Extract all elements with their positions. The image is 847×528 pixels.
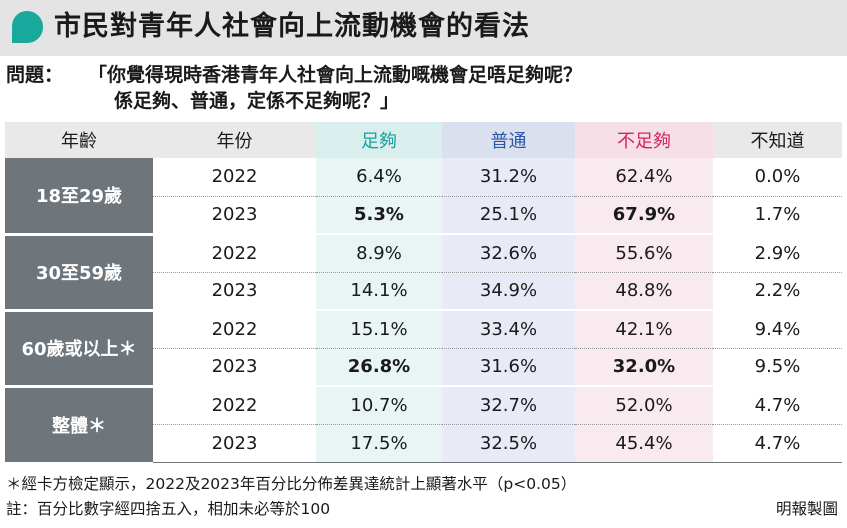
normal-cell: 25.1% — [442, 196, 575, 235]
title-bar: 市民對青年人社會向上流動機會的看法 — [0, 0, 847, 56]
dont-know-cell: 0.0% — [713, 158, 842, 197]
table-row: 2023 5.3% 25.1% 67.9% 1.7% — [5, 196, 842, 235]
not-enough-cell: 42.1% — [575, 310, 713, 349]
year-cell: 2022 — [153, 234, 316, 273]
age-group-cell: 整體＊ — [5, 386, 153, 462]
header-not-enough: 不足夠 — [575, 122, 713, 158]
page-title: 市民對青年人社會向上流動機會的看法 — [54, 11, 530, 42]
table-row: 60歲或以上＊ 2022 15.1% 33.4% 42.1% 9.4% — [5, 310, 842, 388]
survey-table: 年齡 年份 足夠 普通 不足夠 不知道 18至29歲 2022 6.4% 31.… — [5, 122, 842, 463]
dont-know-cell: 9.5% — [713, 348, 842, 387]
dont-know-cell: 4.7% — [713, 386, 842, 425]
normal-cell: 31.6% — [442, 348, 575, 387]
normal-cell: 32.5% — [442, 424, 575, 463]
header-normal: 普通 — [442, 122, 575, 158]
dont-know-cell: 1.7% — [713, 196, 842, 235]
normal-cell: 32.7% — [442, 386, 575, 425]
enough-cell-highlight: 5.3% — [316, 196, 442, 235]
table-row: 整體＊ 2022 10.7% 32.7% 52.0% 4.7% — [5, 386, 842, 462]
year-cell: 2023 — [153, 196, 316, 235]
normal-cell: 31.2% — [442, 158, 575, 197]
dont-know-cell: 2.2% — [713, 272, 842, 311]
not-enough-cell: 62.4% — [575, 158, 713, 197]
year-cell: 2023 — [153, 348, 316, 387]
question-text-2: 係足夠、普通，定係不足夠呢？」 — [114, 90, 400, 112]
enough-cell: 10.7% — [316, 386, 442, 425]
enough-cell: 17.5% — [316, 424, 442, 463]
table-row: 2023 14.1% 34.9% 48.8% 2.2% — [5, 272, 842, 311]
header-enough: 足夠 — [316, 122, 442, 158]
dont-know-cell: 2.9% — [713, 234, 842, 273]
not-enough-cell: 45.4% — [575, 424, 713, 463]
year-cell: 2022 — [153, 386, 316, 425]
enough-cell-highlight: 26.8% — [316, 348, 442, 387]
significance-note: ＊經卡方檢定顯示，2022及2023年百分比分佈差異達統計上顯著水平（p<0.0… — [6, 475, 577, 493]
table-row: 30至59歲 2022 8.9% 32.6% 55.6% 2.9% — [5, 234, 842, 312]
header-year: 年份 — [153, 122, 316, 158]
table-row: 2023 17.5% 32.5% 45.4% 4.7% — [5, 424, 842, 463]
rounding-note: 註：百分比數字經四捨五入，相加未必等於100 — [6, 500, 331, 518]
table-header-row: 年齡 年份 足夠 普通 不足夠 不知道 — [5, 122, 842, 158]
enough-cell: 15.1% — [316, 310, 442, 349]
year-cell: 2022 — [153, 158, 316, 197]
enough-cell: 8.9% — [316, 234, 442, 273]
question-line-1: 問題： 「你覺得現時香港青年人社會向上流動嘅機會足唔足夠呢？ — [6, 62, 582, 88]
survey-question: 問題： 「你覺得現時香港青年人社會向上流動嘅機會足唔足夠呢？ 係足夠、普通，定係不… — [6, 62, 582, 114]
table-row: 18至29歲 2022 6.4% 31.2% 62.4% 0.0% — [5, 158, 842, 236]
dont-know-cell: 4.7% — [713, 424, 842, 463]
question-label: 問題： — [6, 64, 64, 86]
speech-bubble-icon — [12, 11, 43, 43]
normal-cell: 34.9% — [442, 272, 575, 311]
not-enough-cell-highlight: 32.0% — [575, 348, 713, 387]
not-enough-cell: 52.0% — [575, 386, 713, 425]
source-credit: 明報製圖 — [775, 500, 838, 518]
enough-cell: 14.1% — [316, 272, 442, 311]
not-enough-cell: 55.6% — [575, 234, 713, 273]
normal-cell: 33.4% — [442, 310, 575, 349]
age-group-cell: 18至29歲 — [5, 158, 153, 236]
header-dont-know: 不知道 — [713, 122, 842, 158]
age-group-cell: 30至59歲 — [5, 234, 153, 312]
header-age: 年齡 — [5, 122, 153, 158]
enough-cell: 6.4% — [316, 158, 442, 197]
year-cell: 2023 — [153, 424, 316, 463]
footnotes: ＊經卡方檢定顯示，2022及2023年百分比分佈差異達統計上顯著水平（p<0.0… — [6, 472, 842, 522]
normal-cell: 32.6% — [442, 234, 575, 273]
question-text-1: 「你覺得現時香港青年人社會向上流動嘅機會足唔足夠呢？ — [88, 64, 583, 86]
table-row: 2023 26.8% 31.6% 32.0% 9.5% — [5, 348, 842, 387]
year-cell: 2023 — [153, 272, 316, 311]
dont-know-cell: 9.4% — [713, 310, 842, 349]
not-enough-cell-highlight: 67.9% — [575, 196, 713, 235]
not-enough-cell: 48.8% — [575, 272, 713, 311]
age-group-cell: 60歲或以上＊ — [5, 310, 153, 388]
year-cell: 2022 — [153, 310, 316, 349]
